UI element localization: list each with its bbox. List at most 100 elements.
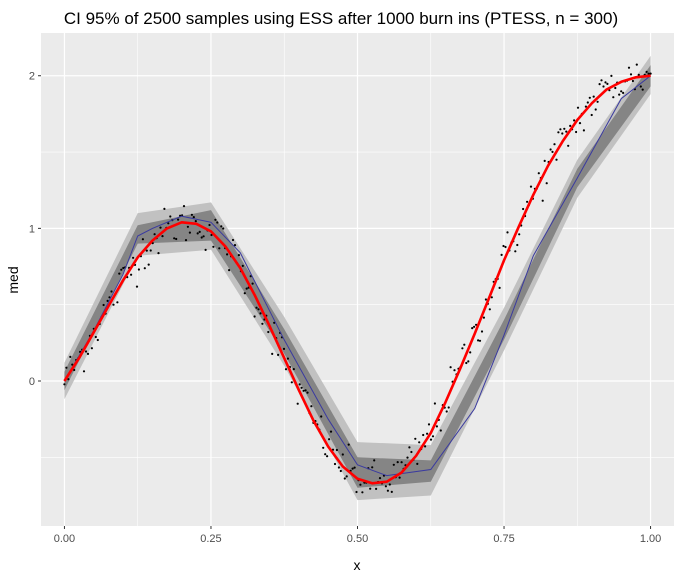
data-point [169,215,172,218]
data-point [386,489,389,492]
data-point [173,237,176,240]
data-point [408,446,411,449]
data-point [361,491,364,494]
data-point [241,264,244,267]
data-point [261,322,264,325]
data-point [645,70,648,73]
data-point [359,483,362,486]
data-point [477,339,480,342]
data-point [355,490,358,494]
data-point [255,306,258,309]
data-point [337,466,340,469]
data-point [320,415,323,418]
data-point [649,72,652,75]
data-point [147,263,150,266]
data-point [504,245,507,249]
data-point [578,122,582,125]
x-tick-label: 0.50 [347,533,368,545]
data-point [449,366,452,369]
data-point [555,158,558,161]
data-point [192,216,195,219]
data-point [157,252,160,255]
data-point [65,366,68,369]
data-point [596,100,599,103]
data-point [298,383,301,386]
data-point [453,369,456,372]
data-point [639,85,642,88]
y-tick-label: 2 [29,71,35,83]
data-point [184,239,188,242]
data-point [204,248,207,251]
data-point [73,368,76,372]
data-point [112,303,115,306]
data-point [84,350,88,353]
data-point [284,368,288,371]
data-point [167,222,170,225]
data-point [345,475,348,478]
data-point [202,235,205,238]
data-point [426,432,429,435]
data-point [480,330,484,333]
data-point [502,244,505,248]
data-point [398,476,401,479]
data-point [351,467,354,470]
data-point [500,253,503,256]
data-point [545,182,548,185]
data-point [259,312,262,315]
data-point [427,423,431,426]
data-point [565,130,568,133]
y-axis-title: med [5,266,21,293]
x-axis-title: x [354,557,361,573]
data-point [490,296,493,299]
data-point [576,106,580,109]
data-point [286,357,289,360]
data-point [561,132,564,135]
data-point [647,72,650,75]
data-point [212,245,215,248]
data-point [296,402,299,405]
data-point [445,410,448,413]
data-point [514,250,517,253]
data-point [149,249,152,252]
data-point [586,101,589,104]
data-point [371,466,374,469]
data-point [106,299,109,302]
data-point [198,230,201,233]
data-point [416,462,419,465]
data-point [588,96,591,99]
data-point [461,347,464,350]
data-point [590,113,593,117]
data-point [118,272,121,275]
data-point [475,323,478,326]
data-point [292,368,295,371]
data-point [614,86,617,90]
data-point [326,455,329,458]
data-point [559,128,562,131]
data-point [622,91,625,94]
data-point [549,148,552,151]
data-point [575,130,578,134]
data-point [341,453,344,456]
median-line [63,75,651,477]
data-point [71,363,74,366]
y-axis-ticks: 0 1 2 [29,71,41,388]
data-point [465,361,468,365]
data-point [569,124,572,127]
data-point [82,370,86,373]
data-point [141,238,144,241]
data-point [251,282,254,285]
data-point [557,131,560,134]
data-point [516,243,519,247]
data-point [108,296,111,299]
data-point [216,221,219,224]
data-point [400,461,403,464]
y-tick-label: 0 [29,376,35,388]
data-point [137,268,140,271]
data-point [194,220,197,223]
data-point [335,448,338,452]
data-point [543,159,546,162]
data-point [310,405,313,408]
curves [63,74,651,485]
data-point [369,487,372,490]
